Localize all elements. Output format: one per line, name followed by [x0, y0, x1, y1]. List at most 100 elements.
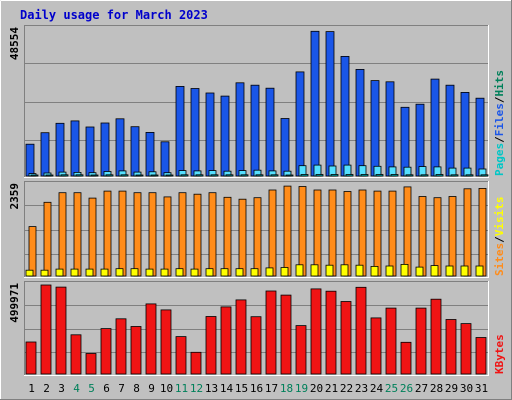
- bar-pages-day-13: [210, 174, 219, 177]
- bar-visits-day-13: [208, 192, 217, 277]
- day-label-13: 13: [205, 382, 218, 395]
- bar-hits-day-24: [370, 80, 380, 177]
- bar-pages-day-3: [60, 174, 69, 177]
- day-label-2: 2: [43, 382, 50, 395]
- bar-kbytes-day-14: [220, 306, 232, 375]
- bar-hits-day-22: [340, 56, 350, 177]
- bar-hits-day-26: [400, 106, 410, 177]
- bar-kbytes-day-7: [115, 318, 127, 375]
- day-label-3: 3: [58, 382, 65, 395]
- bar-sites-day-15: [235, 268, 244, 277]
- bar-hits-day-16: [250, 84, 260, 177]
- bar-visits-day-9: [148, 192, 157, 277]
- bar-sites-day-7: [115, 268, 124, 277]
- bar-visits-day-18: [283, 185, 292, 277]
- day-label-31: 31: [475, 382, 488, 395]
- bar-kbytes-day-17: [265, 290, 277, 375]
- bar-pages-day-4: [75, 174, 84, 177]
- bar-kbytes-day-8: [130, 326, 142, 375]
- legend-separator: /: [493, 136, 506, 143]
- bar-sites-day-9: [145, 268, 154, 277]
- bar-hits-day-13: [205, 92, 215, 177]
- bar-sites-day-2: [40, 269, 49, 277]
- bar-hits-day-3: [55, 122, 65, 177]
- bar-hits-day-8: [130, 126, 140, 177]
- bar-visits-day-26: [403, 186, 412, 277]
- bar-sites-day-29: [445, 265, 454, 277]
- day-label-16: 16: [250, 382, 263, 395]
- bar-visits-day-31: [478, 187, 487, 277]
- chart-panels: 48554Pages/Files/Hits2359Sites/Visits499…: [8, 25, 506, 376]
- bar-hits-day-17: [265, 87, 275, 177]
- bar-sites-day-30: [460, 265, 469, 277]
- legend-separator: /: [493, 236, 506, 243]
- bar-pages-day-26: [405, 174, 414, 177]
- bar-visits-day-17: [268, 189, 277, 277]
- day-label-25: 25: [385, 382, 398, 395]
- day-label-5: 5: [88, 382, 95, 395]
- bar-kbytes-day-12: [190, 351, 202, 375]
- bar-hits-day-21: [325, 31, 335, 177]
- bar-visits-day-5: [88, 197, 97, 277]
- bar-visits-day-21: [328, 189, 337, 277]
- legend-pages: Pages: [493, 143, 506, 176]
- bar-kbytes-day-27: [415, 307, 427, 375]
- day-label-21: 21: [325, 382, 338, 395]
- panel-visits_sites: 2359 Sites/Visits: [8, 181, 506, 278]
- bar-sites-day-28: [430, 265, 439, 277]
- day-label-7: 7: [118, 382, 125, 395]
- panel-legend: Sites/Visits: [493, 197, 506, 277]
- bar-pages-day-5: [90, 174, 99, 177]
- bar-pages-day-25: [390, 174, 399, 177]
- bar-sites-day-19: [295, 264, 304, 277]
- day-label-28: 28: [430, 382, 443, 395]
- y-max-label: 48554: [8, 27, 21, 60]
- bar-sites-day-25: [385, 265, 394, 277]
- bar-visits-day-8: [133, 192, 142, 277]
- panel-legend: KBytes: [493, 334, 506, 374]
- bar-pages-day-6: [105, 174, 114, 177]
- bar-pages-day-11: [180, 174, 189, 177]
- bar-sites-day-8: [130, 268, 139, 277]
- bar-pages-day-19: [300, 174, 309, 177]
- legend-visits: Visits: [493, 197, 506, 237]
- bar-sites-day-16: [250, 268, 259, 277]
- bar-visits-day-10: [163, 196, 172, 277]
- bar-hits-day-23: [355, 69, 365, 177]
- day-label-27: 27: [415, 382, 428, 395]
- bar-sites-day-1: [25, 269, 34, 277]
- bar-visits-day-19: [298, 186, 307, 277]
- bar-pages-day-31: [480, 174, 489, 177]
- bar-visits-day-14: [223, 196, 232, 277]
- bar-pages-day-10: [165, 174, 174, 177]
- bar-visits-day-20: [313, 189, 322, 277]
- bar-visits-day-11: [178, 192, 187, 277]
- bar-hits-day-28: [430, 78, 440, 177]
- day-label-29: 29: [445, 382, 458, 395]
- day-label-26: 26: [400, 382, 413, 395]
- bar-sites-day-4: [70, 268, 79, 277]
- day-label-12: 12: [190, 382, 203, 395]
- bar-sites-day-17: [265, 267, 274, 277]
- bar-sites-day-21: [325, 264, 334, 277]
- bar-pages-day-27: [420, 174, 429, 177]
- bar-hits-day-7: [115, 118, 125, 177]
- bar-pages-day-9: [150, 174, 159, 177]
- bar-kbytes-day-19: [295, 325, 307, 375]
- legend-sites: Sites: [493, 243, 506, 276]
- bar-pages-day-12: [195, 174, 204, 177]
- bar-hits-day-2: [40, 132, 50, 177]
- bar-pages-day-14: [225, 174, 234, 177]
- bar-kbytes-day-28: [430, 298, 442, 375]
- day-label-11: 11: [175, 382, 188, 395]
- bar-pages-day-29: [450, 174, 459, 177]
- bar-sites-day-6: [100, 268, 109, 277]
- day-label-30: 30: [460, 382, 473, 395]
- bar-hits-day-10: [160, 141, 170, 177]
- bar-kbytes-day-9: [145, 303, 157, 375]
- bar-kbytes-day-23: [355, 286, 367, 375]
- bar-kbytes-day-18: [280, 294, 292, 375]
- bar-pages-day-8: [135, 174, 144, 177]
- bar-pages-day-28: [435, 174, 444, 177]
